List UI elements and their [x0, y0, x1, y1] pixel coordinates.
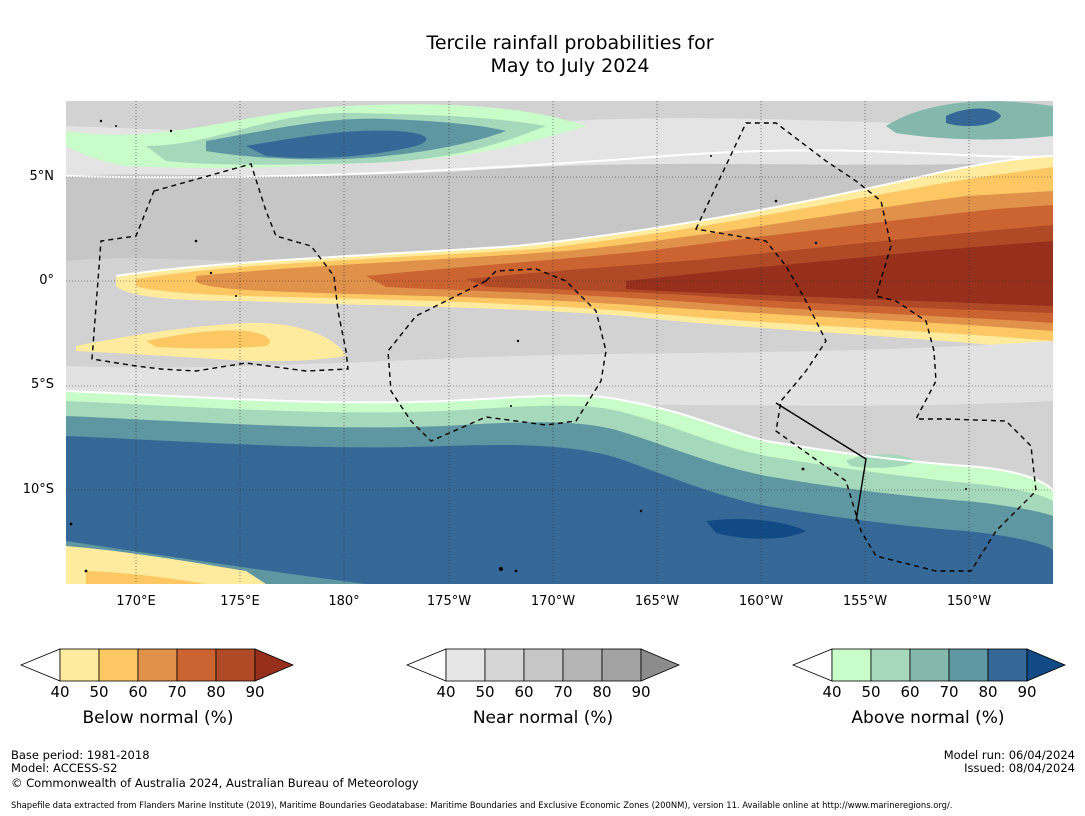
gridlines	[66, 101, 1053, 584]
below-normal-patch-southwest-inner	[86, 571, 206, 584]
above-extend-high	[1026, 648, 1067, 682]
below-swatch-5	[215, 648, 256, 682]
x-label-155w: 155°W	[842, 594, 888, 609]
colorbar-title-near: Near normal (%)	[472, 708, 614, 728]
colorbar-tick: 60	[128, 683, 148, 701]
below-swatch-1	[59, 648, 100, 682]
islands	[69, 119, 967, 573]
near-swatch-5	[601, 648, 642, 682]
x-label-180: 180°	[328, 594, 360, 609]
near-swatch-2	[484, 648, 525, 682]
above-normal-region-south-80	[66, 436, 1053, 584]
model-run: Model run: 06/04/2024	[943, 748, 1075, 762]
colorbar-tick: 90	[1017, 683, 1037, 701]
colorbar-title-above: Above normal (%)	[851, 708, 1005, 728]
base-period: Base period: 1981-2018	[11, 748, 150, 762]
colorbar-above-normal	[792, 648, 1072, 682]
y-label-0: 0°	[39, 273, 54, 288]
above-swatch-4	[948, 648, 989, 682]
copyright: © Commonwealth of Australia 2024, Austra…	[11, 776, 419, 790]
below-normal-90	[626, 241, 1053, 306]
near-normal-light-band-south	[66, 341, 1053, 407]
colorbar-near-normal	[406, 648, 686, 682]
near-swatch-3	[523, 648, 564, 682]
colorbar-tick: 80	[978, 683, 998, 701]
x-label-175w: 175°W	[426, 594, 472, 609]
contour-line-equatorial	[115, 155, 1053, 277]
above-swatch-2	[870, 648, 911, 682]
colorbar-tick: 50	[861, 683, 881, 701]
colorbar-title-below: Below normal (%)	[82, 708, 234, 728]
title-line-1: Tercile rainfall probabilities for	[426, 32, 714, 54]
below-swatch-2	[98, 648, 139, 682]
below-swatch-3	[137, 648, 178, 682]
contour-line-south	[66, 390, 1053, 492]
colorbar-tick: 40	[50, 683, 70, 701]
colorbar-tick: 40	[822, 683, 842, 701]
near-extend-low	[406, 648, 447, 682]
footer-right: Model run: 06/04/2024 Issued: 08/04/2024	[944, 749, 1075, 775]
colorbar-below-normal	[20, 648, 300, 682]
colorbar-tick: 70	[167, 683, 187, 701]
below-extend-high	[254, 648, 295, 682]
above-swatch-1	[831, 648, 872, 682]
x-label-150w: 150°W	[946, 594, 992, 609]
below-normal-patch-west-inner	[146, 330, 270, 349]
maritime-boundary-solid	[775, 402, 867, 522]
x-label-170e: 170°E	[116, 594, 156, 609]
colorbar-tick: 70	[939, 683, 959, 701]
y-label-5s: 5°S	[30, 377, 54, 392]
colorbar-tick: 80	[206, 683, 226, 701]
colorbar-tick: 70	[553, 683, 573, 701]
issued-date: Issued: 08/04/2024	[964, 761, 1075, 775]
colorbar-tick: 90	[245, 683, 265, 701]
above-normal-patch-south-core	[706, 519, 806, 539]
colorbar-tick: 40	[436, 683, 456, 701]
below-swatch-4	[176, 648, 217, 682]
above-normal-band-north-core	[246, 130, 427, 158]
y-label-5n: 5°N	[29, 169, 55, 184]
x-label-160w: 160°W	[738, 594, 784, 609]
eez-boundaries	[91, 122, 1037, 572]
near-extend-high	[640, 648, 681, 682]
y-label-10s: 10°S	[22, 482, 54, 497]
title-line-2: May to July 2024	[490, 55, 650, 77]
colorbar-tick: 60	[900, 683, 920, 701]
colorbar-tick: 50	[475, 683, 495, 701]
chart-title: Tercile rainfall probabilities for May t…	[0, 32, 1085, 78]
colorbar-tick: 80	[592, 683, 612, 701]
footer-left: Base period: 1981-2018 Model: ACCESS-S2 …	[11, 749, 419, 790]
x-label-165w: 165°W	[634, 594, 680, 609]
near-swatch-1	[445, 648, 486, 682]
colorbar-tick: 60	[514, 683, 534, 701]
shapefile-credit: Shapefile data extracted from Flanders M…	[11, 800, 953, 810]
probability-map	[66, 101, 1053, 584]
above-normal-patch-northeast-core	[946, 108, 1001, 127]
above-swatch-5	[987, 648, 1028, 682]
above-swatch-3	[909, 648, 950, 682]
below-extend-low	[20, 648, 61, 682]
near-swatch-4	[562, 648, 603, 682]
x-label-170w: 170°W	[530, 594, 576, 609]
colorbar-tick: 50	[89, 683, 109, 701]
colorbar-tick: 90	[631, 683, 651, 701]
model-name: Model: ACCESS-S2	[11, 761, 118, 775]
above-extend-low	[792, 648, 833, 682]
x-label-175e: 175°E	[220, 594, 260, 609]
